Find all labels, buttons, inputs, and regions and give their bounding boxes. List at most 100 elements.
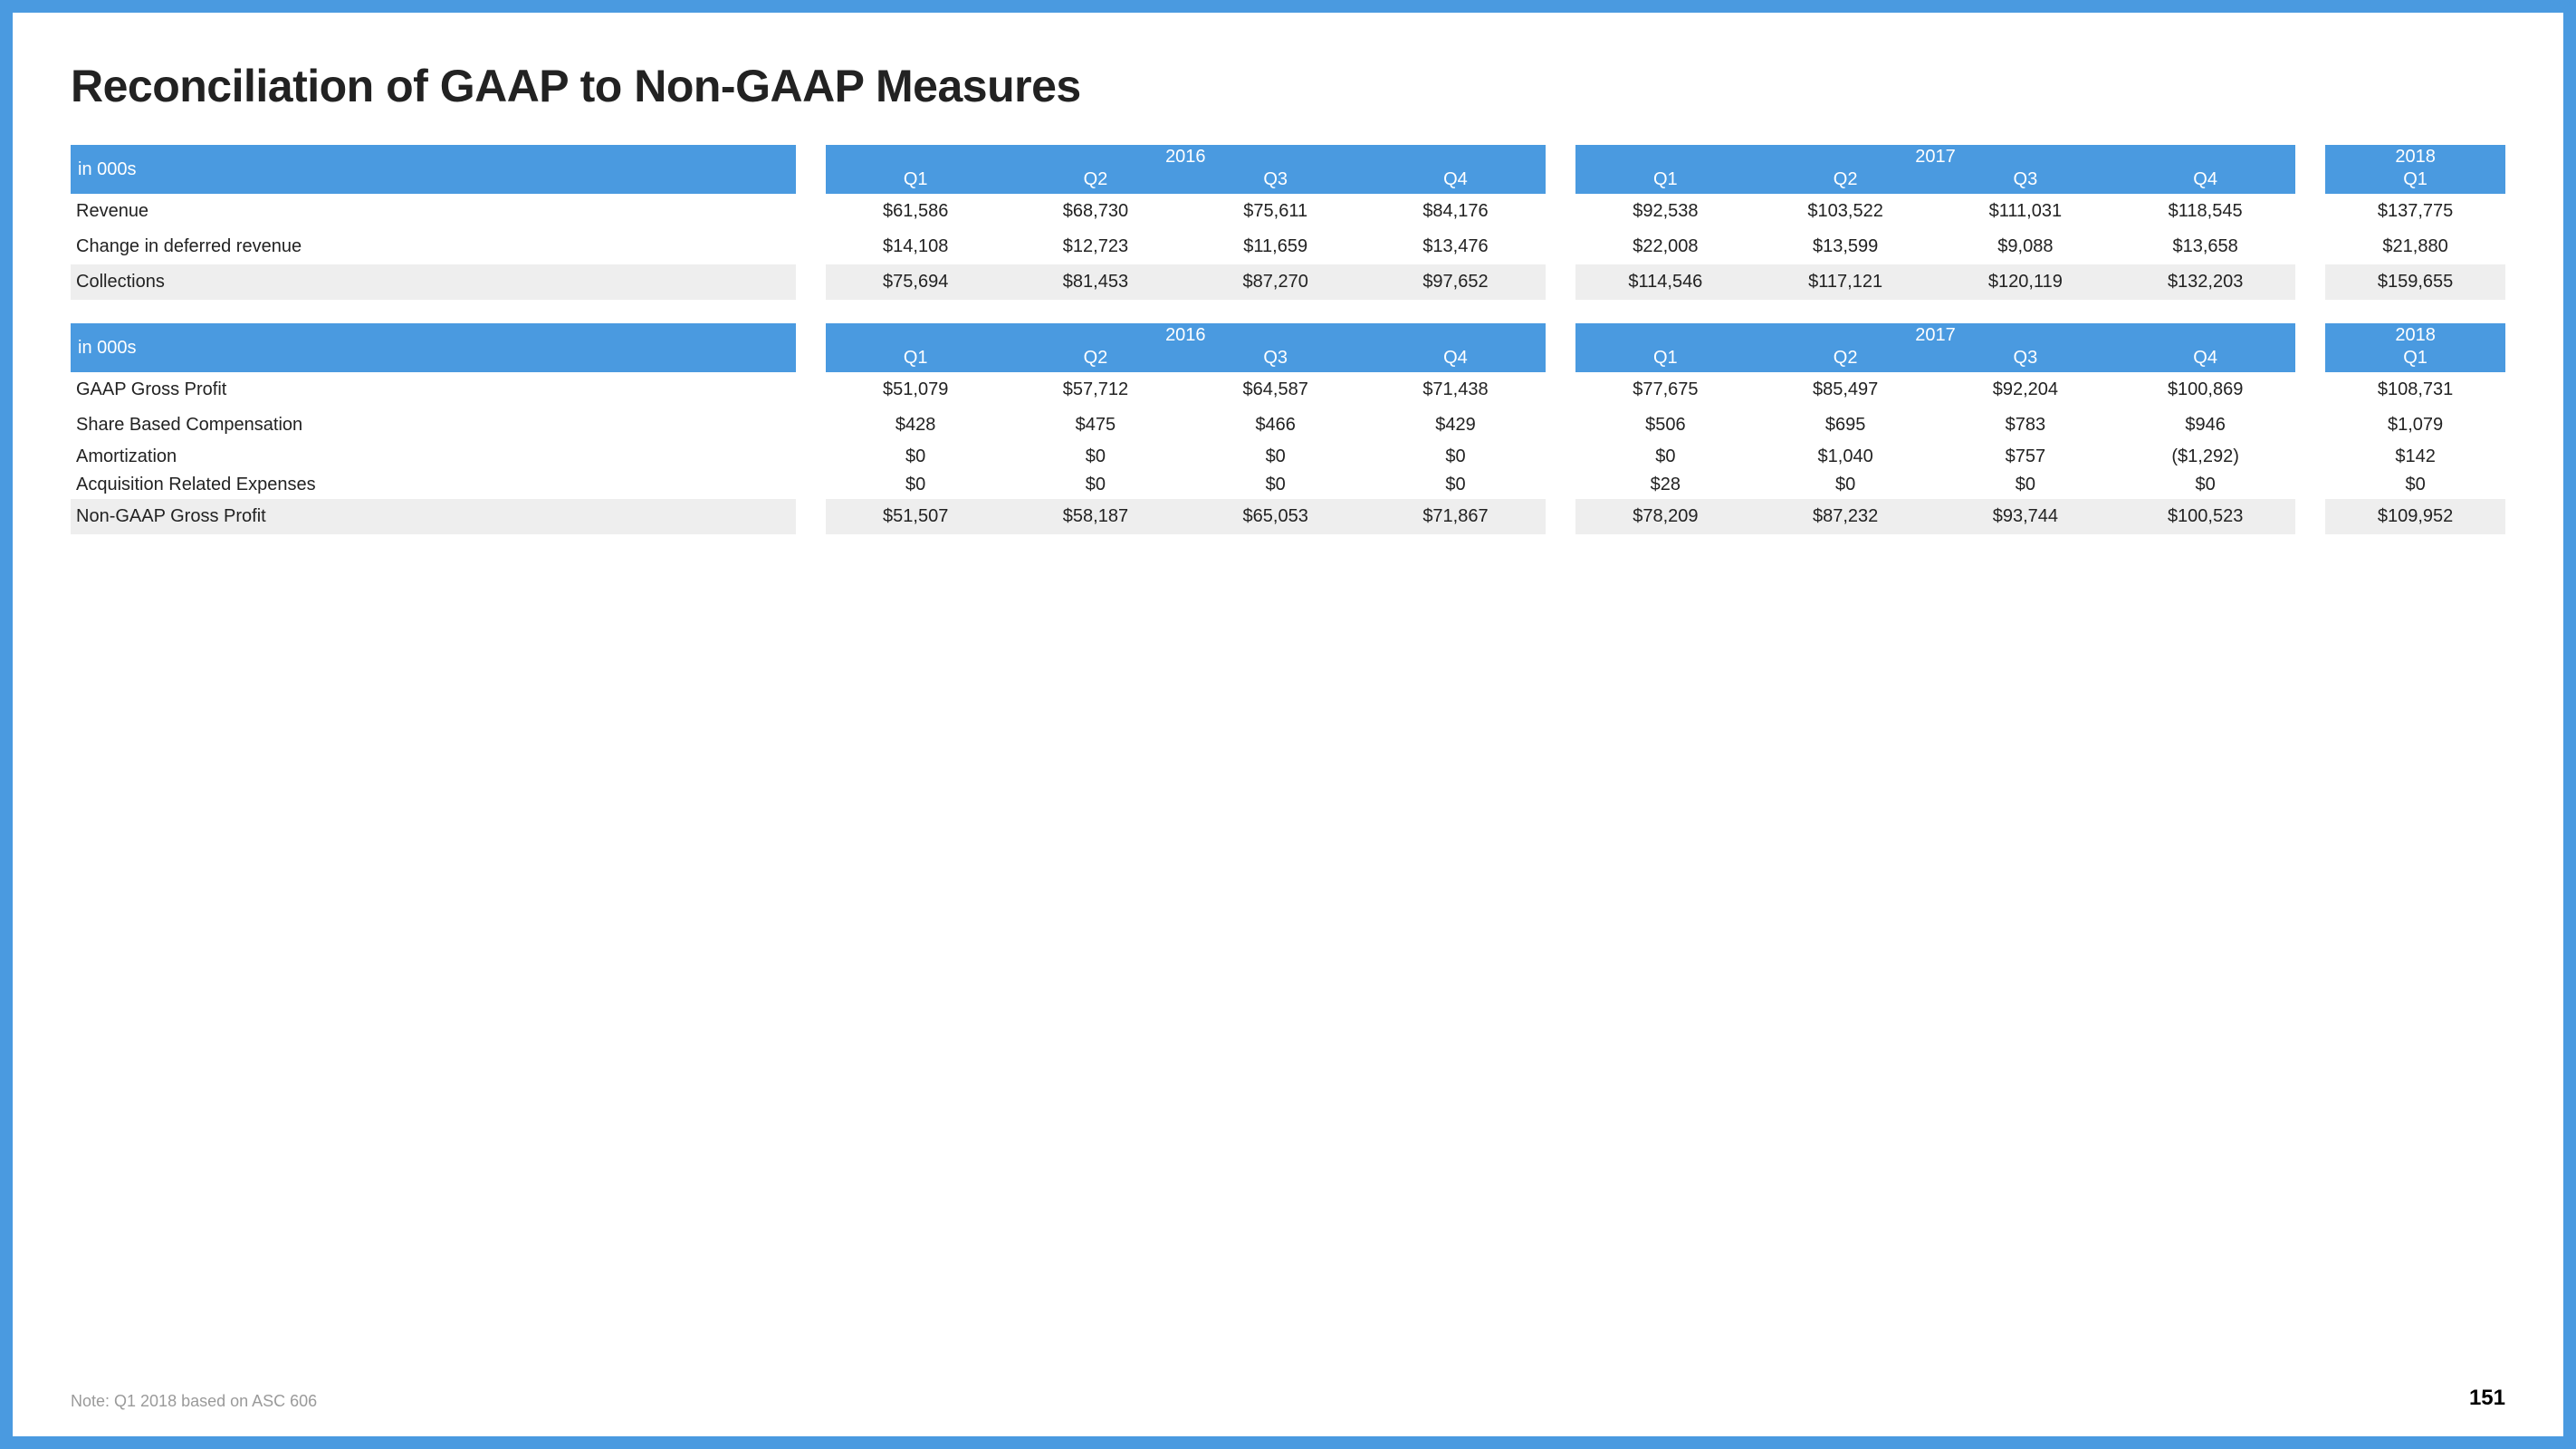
cell-value: $81,453 <box>1006 264 1186 300</box>
cell-value: $87,232 <box>1756 499 1936 534</box>
quarter-header: Q1 <box>826 348 1006 372</box>
cell-value: ($1,292) <box>2115 443 2295 471</box>
page-number: 151 <box>2469 1386 2505 1411</box>
cell-value: $71,438 <box>1365 372 1546 408</box>
cell-value: $757 <box>1936 443 2116 471</box>
cell-value: $142 <box>2325 443 2505 471</box>
cell-value: $61,586 <box>826 194 1006 229</box>
cell-value: $51,079 <box>826 372 1006 408</box>
cell-value: $120,119 <box>1936 264 2116 300</box>
cell-value: $100,523 <box>2115 499 2295 534</box>
cell-value: $75,611 <box>1185 194 1365 229</box>
cell-value: $97,652 <box>1365 264 1546 300</box>
quarter-header: Q3 <box>1185 169 1365 194</box>
cell-value: $28 <box>1575 471 1756 499</box>
cell-value: $71,867 <box>1365 499 1546 534</box>
cell-value: $137,775 <box>2325 194 2505 229</box>
row-label: Acquisition Related Expenses <box>71 471 796 499</box>
cell-value: $117,121 <box>1756 264 1936 300</box>
cell-value: $695 <box>1756 408 1936 443</box>
row-label: Share Based Compensation <box>71 408 796 443</box>
row-label: GAAP Gross Profit <box>71 372 796 408</box>
quarter-header: Q4 <box>1365 169 1546 194</box>
cell-value: $84,176 <box>1365 194 1546 229</box>
cell-value: $109,952 <box>2325 499 2505 534</box>
cell-value: $783 <box>1936 408 2116 443</box>
cell-value: $22,008 <box>1575 229 1756 264</box>
table-gross-profit: in 000s201620172018Q1Q2Q3Q4Q1Q2Q3Q4Q1GAA… <box>71 323 2505 534</box>
cell-value: $159,655 <box>2325 264 2505 300</box>
unit-label: in 000s <box>71 145 796 194</box>
unit-label: in 000s <box>71 323 796 372</box>
quarter-header: Q2 <box>1006 348 1186 372</box>
cell-value: $428 <box>826 408 1006 443</box>
cell-value: $21,880 <box>2325 229 2505 264</box>
cell-value: $92,204 <box>1936 372 2116 408</box>
row-label: Amortization <box>71 443 796 471</box>
cell-value: $103,522 <box>1756 194 1936 229</box>
cell-value: $51,507 <box>826 499 1006 534</box>
cell-value: $0 <box>2325 471 2505 499</box>
cell-value: $11,659 <box>1185 229 1365 264</box>
cell-value: $0 <box>1936 471 2116 499</box>
cell-value: $78,209 <box>1575 499 1756 534</box>
cell-value: $14,108 <box>826 229 1006 264</box>
cell-value: $12,723 <box>1006 229 1186 264</box>
cell-value: $429 <box>1365 408 1546 443</box>
cell-value: $946 <box>2115 408 2295 443</box>
cell-value: $132,203 <box>2115 264 2295 300</box>
table-revenue-collections: in 000s201620172018Q1Q2Q3Q4Q1Q2Q3Q4Q1Rev… <box>71 145 2505 300</box>
table-row: Revenue$61,586$68,730$75,611$84,176$92,5… <box>71 194 2505 229</box>
cell-value: $85,497 <box>1756 372 1936 408</box>
cell-value: $0 <box>1006 443 1186 471</box>
cell-value: $65,053 <box>1185 499 1365 534</box>
cell-value: $0 <box>1575 443 1756 471</box>
year-header: 2018 <box>2325 323 2505 348</box>
cell-value: $77,675 <box>1575 372 1756 408</box>
table-row: Share Based Compensation$428$475$466$429… <box>71 408 2505 443</box>
cell-value: $1,040 <box>1756 443 1936 471</box>
footnote: Note: Q1 2018 based on ASC 606 <box>71 1392 317 1411</box>
row-label: Collections <box>71 264 796 300</box>
table-row: Amortization$0$0$0$0$0$1,040$757($1,292)… <box>71 443 2505 471</box>
cell-value: $13,476 <box>1365 229 1546 264</box>
row-label: Non-GAAP Gross Profit <box>71 499 796 534</box>
table-row: Collections$75,694$81,453$87,270$97,652$… <box>71 264 2505 300</box>
quarter-header: Q1 <box>1575 169 1756 194</box>
cell-value: $68,730 <box>1006 194 1186 229</box>
quarter-header: Q4 <box>2115 348 2295 372</box>
cell-value: $13,599 <box>1756 229 1936 264</box>
year-header: 2016 <box>826 145 1546 169</box>
cell-value: $93,744 <box>1936 499 2116 534</box>
slide-title: Reconciliation of GAAP to Non-GAAP Measu… <box>71 60 2505 112</box>
cell-value: $1,079 <box>2325 408 2505 443</box>
footer: Note: Q1 2018 based on ASC 606 151 <box>71 1386 2505 1411</box>
cell-value: $58,187 <box>1006 499 1186 534</box>
quarter-header: Q2 <box>1756 348 1936 372</box>
year-header: 2016 <box>826 323 1546 348</box>
cell-value: $114,546 <box>1575 264 1756 300</box>
cell-value: $0 <box>1185 471 1365 499</box>
quarter-header: Q3 <box>1936 169 2116 194</box>
cell-value: $118,545 <box>2115 194 2295 229</box>
cell-value: $57,712 <box>1006 372 1186 408</box>
quarter-header: Q1 <box>826 169 1006 194</box>
cell-value: $506 <box>1575 408 1756 443</box>
quarter-header: Q2 <box>1756 169 1936 194</box>
quarter-header: Q3 <box>1185 348 1365 372</box>
table-row: Acquisition Related Expenses$0$0$0$0$28$… <box>71 471 2505 499</box>
quarter-header: Q1 <box>1575 348 1756 372</box>
cell-value: $0 <box>1006 471 1186 499</box>
cell-value: $466 <box>1185 408 1365 443</box>
cell-value: $9,088 <box>1936 229 2116 264</box>
cell-value: $75,694 <box>826 264 1006 300</box>
year-header: 2017 <box>1575 145 2295 169</box>
cell-value: $0 <box>1365 471 1546 499</box>
slide: Reconciliation of GAAP to Non-GAAP Measu… <box>13 13 2563 1436</box>
table-row: Change in deferred revenue$14,108$12,723… <box>71 229 2505 264</box>
cell-value: $0 <box>2115 471 2295 499</box>
cell-value: $13,658 <box>2115 229 2295 264</box>
table-row: GAAP Gross Profit$51,079$57,712$64,587$7… <box>71 372 2505 408</box>
cell-value: $100,869 <box>2115 372 2295 408</box>
row-label: Revenue <box>71 194 796 229</box>
